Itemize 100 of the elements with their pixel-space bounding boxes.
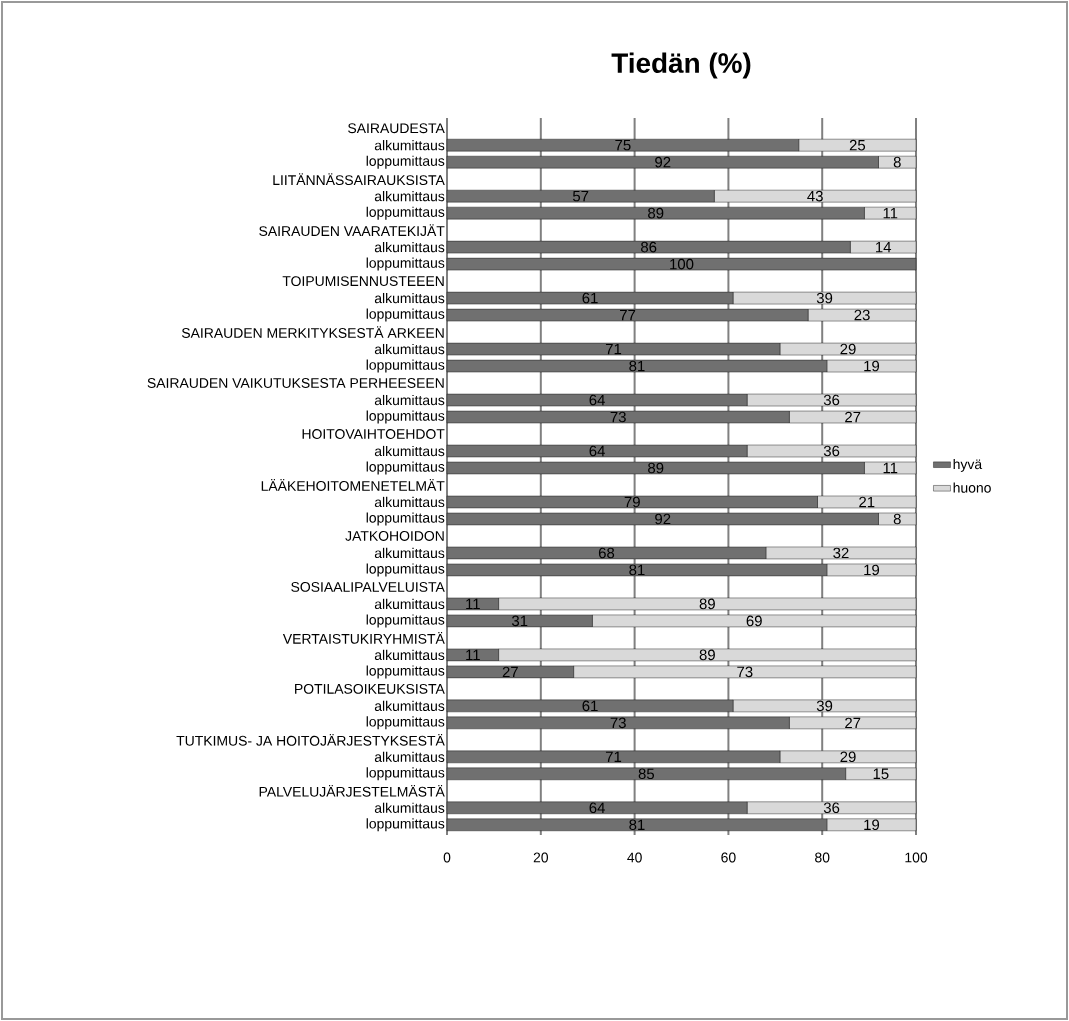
data-label: 73 <box>610 411 626 423</box>
data-label: 85 <box>638 768 655 780</box>
data-label: 32 <box>833 547 849 559</box>
x-tick-label: 20 <box>533 852 549 863</box>
y-tick-label: LÄÄKEHOITOMENETELMÄT <box>261 479 445 491</box>
y-tick-label: loppumittaus <box>366 206 445 220</box>
data-label: 64 <box>589 445 605 457</box>
data-label: 19 <box>864 819 880 831</box>
y-tick-label: SAIRAUDEN VAIKUTUKSESTA PERHEESEEN <box>147 378 444 388</box>
y-tick-label: loppumittaus <box>366 767 445 781</box>
y-tick-label: alkumittaus <box>374 598 445 610</box>
data-label: 15 <box>873 768 889 780</box>
data-label: 39 <box>816 292 833 304</box>
data-label: 71 <box>605 343 622 355</box>
data-label: 36 <box>823 802 840 814</box>
data-label: 27 <box>845 411 861 423</box>
data-label: 71 <box>605 751 622 762</box>
data-label: 27 <box>502 666 518 678</box>
y-tick-label: loppumittaus <box>366 716 445 730</box>
x-tick-label: 0 <box>443 852 451 863</box>
y-tick-label: loppumittaus <box>366 359 445 373</box>
y-tick-label: alkumittaus <box>374 496 445 508</box>
x-tick-label: 100 <box>905 852 928 863</box>
data-label: 8 <box>893 513 901 525</box>
data-label: 81 <box>629 564 645 576</box>
y-tick-label: loppumittaus <box>366 512 445 526</box>
data-label: 89 <box>699 649 715 661</box>
data-label: 39 <box>816 700 833 712</box>
y-tick-label: alkumittaus <box>374 140 445 151</box>
data-label: 81 <box>629 360 645 372</box>
y-tick-label: alkumittaus <box>374 445 445 457</box>
y-tick-label: alkumittaus <box>374 751 445 762</box>
y-tick-label: HOITOVAIHTOEHDOT <box>302 429 445 439</box>
data-label: 23 <box>854 309 870 321</box>
y-tick-label: LIITÄNNÄSSAIRAUKSISTA <box>273 173 445 186</box>
data-label: 86 <box>641 241 657 253</box>
data-label: 79 <box>624 496 640 508</box>
data-label: 61 <box>582 292 598 304</box>
y-tick-label: alkumittaus <box>374 802 445 813</box>
y-tick-label: loppumittaus <box>366 461 445 475</box>
data-label: 68 <box>598 547 615 559</box>
y-tick-label: alkumittaus <box>374 343 445 355</box>
y-tick-label: loppumittaus <box>366 410 445 424</box>
y-tick-label: alkumittaus <box>374 700 445 711</box>
data-label: 11 <box>883 207 898 219</box>
y-tick-label: POTILASOIKEUKSISTA <box>295 683 445 694</box>
x-tick-label: 80 <box>815 852 830 863</box>
bar <box>446 257 917 271</box>
data-label: 36 <box>823 394 840 406</box>
data-label: 73 <box>737 666 753 678</box>
data-label: 14 <box>876 241 892 253</box>
y-tick-label: loppumittaus <box>366 614 445 628</box>
data-label: 64 <box>589 802 605 814</box>
data-label: 69 <box>746 615 762 627</box>
data-label: 100 <box>670 258 694 270</box>
data-label: 57 <box>572 190 589 202</box>
y-tick-label: SAIRAUDEN MERKITYKSESTÄ ARKEEN <box>181 326 444 338</box>
data-label: 92 <box>655 156 671 168</box>
y-tick-label: loppumittaus <box>366 665 445 679</box>
data-label: 8 <box>893 156 901 168</box>
data-label: 29 <box>840 751 856 763</box>
y-tick-label: alkumittaus <box>374 649 445 661</box>
data-label: 11 <box>466 649 480 661</box>
y-tick-label: alkumittaus <box>374 191 445 202</box>
data-label: 19 <box>864 564 880 576</box>
data-label: 89 <box>648 462 664 474</box>
data-label: 19 <box>864 360 880 372</box>
data-label: 64 <box>589 394 605 406</box>
data-label: 29 <box>840 343 856 355</box>
y-tick-label: loppumittaus <box>366 155 445 169</box>
y-tick-label: SAIRAUDEN VAARATEKIJÄT <box>259 224 445 237</box>
y-tick-label: alkumittaus <box>374 242 445 253</box>
data-label: 11 <box>466 598 480 610</box>
data-label: 21 <box>859 496 875 508</box>
y-tick-label: alkumittaus <box>374 547 445 559</box>
data-label: 77 <box>620 309 636 321</box>
y-tick-label: JATKOHOIDON <box>345 531 444 541</box>
legend-label: huono <box>953 482 991 493</box>
data-label: 36 <box>823 445 840 457</box>
data-label: 89 <box>699 598 715 610</box>
chart-title: Tiedän (%) <box>611 52 751 79</box>
data-label: 25 <box>849 139 866 151</box>
data-label: 92 <box>655 513 671 525</box>
y-tick-label: SOSIAALIPALVELUISTA <box>291 581 445 592</box>
data-label: 61 <box>582 700 598 712</box>
y-tick-label: loppumittaus <box>366 818 445 832</box>
y-tick-label: PALVELUJÄRJESTELMÄSTÄ <box>259 784 445 797</box>
y-tick-label: TOIPUMISENNUSTEEEN <box>282 276 444 287</box>
y-tick-label: SAIRAUDESTA <box>348 123 445 134</box>
data-label: 75 <box>615 139 631 151</box>
y-tick-label: VERTAISTUKIRYHMISTÄ <box>282 632 445 644</box>
x-tick-label: 40 <box>627 852 642 863</box>
y-tick-label: TUTKIMUS- JA HOITOJÄRJESTYKSESTÄ <box>176 733 445 746</box>
y-tick-label: loppumittaus <box>366 308 445 322</box>
y-tick-label: alkumittaus <box>374 394 445 406</box>
legend-label: hyvä <box>953 458 983 472</box>
data-label: 31 <box>511 615 528 627</box>
y-tick-label: loppumittaus <box>366 257 445 271</box>
y-tick-label: loppumittaus <box>366 563 445 577</box>
data-label: 43 <box>807 190 823 202</box>
